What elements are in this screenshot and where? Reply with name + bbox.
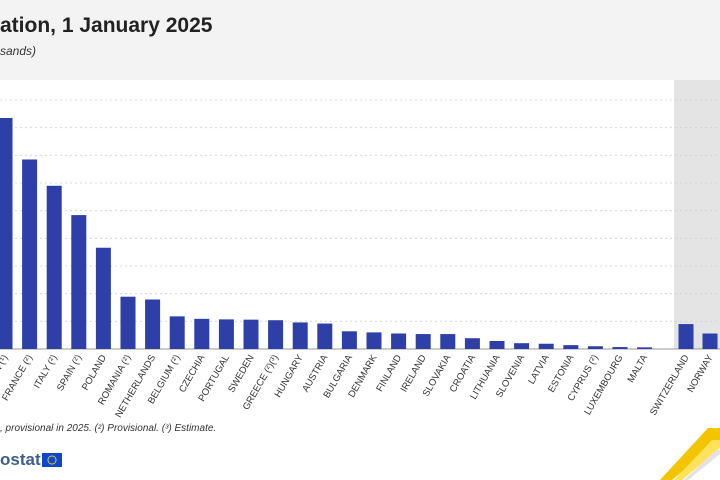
header-band: [0, 0, 720, 80]
bar-5: [120, 296, 136, 349]
bar-6: [145, 299, 161, 349]
bar-7: [169, 316, 185, 349]
bar-4: [95, 247, 111, 349]
eu-flag-icon: [42, 453, 62, 467]
bar-13: [317, 323, 333, 349]
category-label: N (¹): [0, 353, 11, 375]
bar-chart: N (¹)FRANCE (²)ITALY (²)SPAIN (²)POLANDR…: [0, 80, 720, 420]
chart-subtitle: sands): [0, 44, 37, 58]
bar-12: [292, 322, 308, 349]
bar-16: [391, 333, 407, 349]
bar-24: [587, 346, 603, 349]
bar-26: [637, 347, 653, 349]
bar-22: [538, 343, 554, 349]
bar-18: [440, 334, 456, 349]
bar-10: [243, 319, 259, 349]
bar-2: [46, 185, 62, 349]
category-label: MALTA: [626, 352, 651, 384]
eurostat-logo-text: ostat: [0, 450, 41, 469]
bar-15: [366, 332, 382, 349]
decorative-corner-stripes: [650, 420, 720, 480]
bar-8: [194, 318, 210, 349]
bar-19: [464, 338, 480, 349]
chart-footnote: , provisional in 2025. (²) Provisional. …: [0, 423, 217, 434]
category-label: SWITZERLAND: [648, 353, 692, 418]
bar-3: [71, 215, 87, 349]
bar-20: [489, 340, 505, 349]
non-eu-shaded-region: [674, 80, 720, 349]
bar-17: [415, 334, 431, 349]
bar-14: [341, 331, 357, 349]
bar-25: [612, 347, 628, 349]
bar-27: [678, 324, 694, 349]
chart-title: ation, 1 January 2025: [0, 14, 213, 37]
bar-1: [22, 159, 38, 349]
bar-23: [563, 345, 579, 349]
bar-21: [514, 343, 530, 349]
bar-11: [268, 320, 284, 349]
bar-9: [218, 319, 234, 349]
category-label: LATVIA: [526, 352, 552, 386]
bar-0: [0, 117, 13, 349]
bar-28: [702, 333, 718, 349]
